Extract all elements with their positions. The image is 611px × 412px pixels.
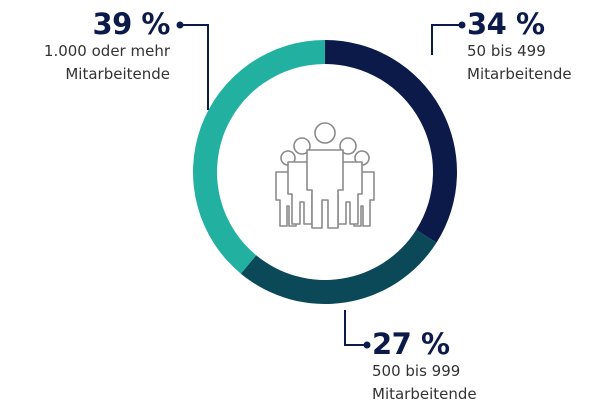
donut-slice (240, 229, 437, 304)
connector (180, 24, 209, 110)
category-label: 50 bis 499 Mitarbeitende (467, 42, 572, 83)
value-label: 34 % (467, 7, 545, 41)
connector-dot (458, 21, 466, 29)
connector (431, 24, 462, 55)
donut (193, 40, 458, 304)
people-icon (275, 122, 375, 229)
label-group: 39 % 1.000 oder mehr Mitarbeitende (10, 7, 171, 86)
label-group: 34 % 50 bis 499 Mitarbeitende (467, 8, 607, 86)
connector-dot (176, 21, 184, 29)
connector (344, 310, 367, 346)
donut-slice (193, 40, 325, 274)
connector-dot (363, 341, 371, 349)
value-label: 39 % (92, 7, 170, 41)
connectors (176, 21, 466, 349)
value-label: 27 % (372, 327, 450, 361)
category-label: 500 bis 999 Mitarbeitende (372, 362, 477, 403)
category-label: 1.000 oder mehr Mitarbeitende (43, 42, 170, 83)
label-group: 27 % 500 bis 999 Mitarbeitende (372, 328, 492, 406)
donut-slice (325, 40, 458, 243)
